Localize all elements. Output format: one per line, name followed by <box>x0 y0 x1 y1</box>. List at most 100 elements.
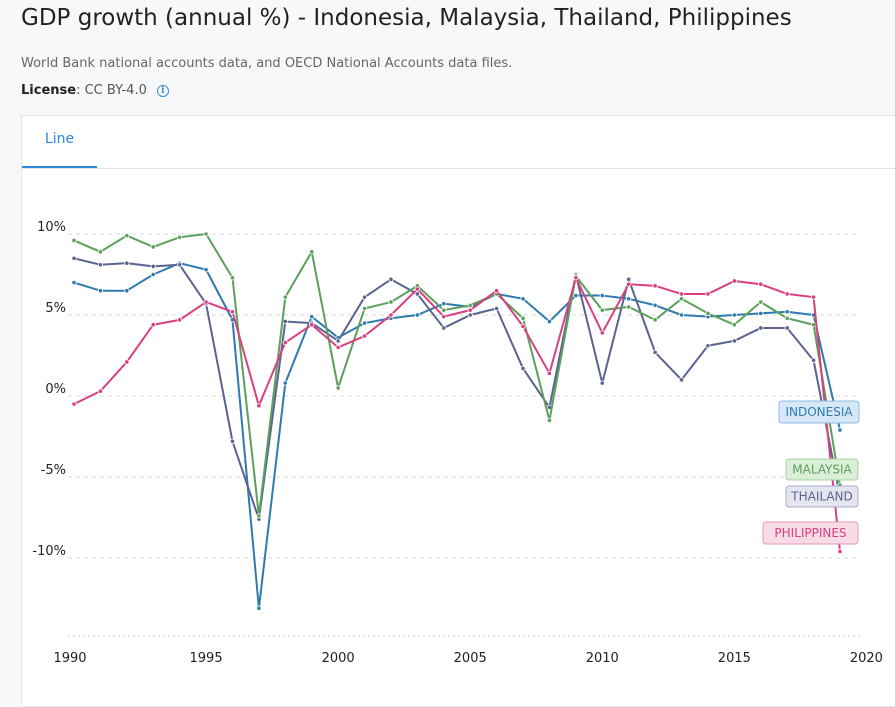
series-label-indonesia: INDONESIA <box>785 405 853 419</box>
data-point <box>203 231 209 237</box>
data-point <box>282 318 288 325</box>
data-point <box>758 310 764 316</box>
data-point <box>124 260 130 266</box>
license-label: License <box>21 83 77 98</box>
y-tick-label: -5% <box>41 463 66 478</box>
data-point <box>520 323 526 329</box>
page-title: GDP growth (annual %) - Indonesia, Malay… <box>21 5 792 31</box>
data-point <box>705 343 711 349</box>
data-point <box>810 357 817 363</box>
data-point <box>784 315 790 321</box>
x-tick-label: 1990 <box>53 651 86 666</box>
data-point <box>652 302 658 308</box>
data-point <box>256 403 262 409</box>
y-tick-label: 5% <box>45 301 66 316</box>
x-tick-label: 2020 <box>850 651 883 666</box>
series-label-box <box>762 521 859 545</box>
x-tick-label: 2000 <box>322 651 355 666</box>
data-point <box>124 359 130 365</box>
data-point <box>256 513 262 519</box>
series-label-malaysia: MALAYSIA <box>792 463 852 477</box>
data-point <box>626 276 632 282</box>
data-point <box>652 317 658 323</box>
data-point <box>573 292 579 299</box>
data-point <box>388 276 394 282</box>
license-value: : CC BY-4.0 <box>76 83 147 98</box>
chart-tabs: Line <box>22 116 895 169</box>
data-point <box>599 307 605 313</box>
data-point <box>731 278 737 284</box>
data-point <box>335 385 341 391</box>
series-label-thailand: THAILAND <box>790 490 853 504</box>
data-point <box>678 291 685 297</box>
data-point <box>652 283 658 289</box>
data-point <box>229 309 236 315</box>
data-point <box>282 294 288 300</box>
data-point <box>177 262 183 268</box>
info-icon[interactable]: i <box>156 84 169 97</box>
data-point <box>758 299 764 305</box>
x-tick-label: 2005 <box>454 651 487 666</box>
data-point <box>388 299 394 305</box>
data-point <box>150 244 156 250</box>
data-point <box>520 296 526 302</box>
data-point <box>309 322 315 328</box>
y-tick-label: 10% <box>37 220 66 235</box>
data-point <box>599 330 605 336</box>
data-point <box>414 286 420 292</box>
x-tick-label: 2015 <box>718 651 751 666</box>
data-point <box>256 605 262 611</box>
y-tick-label: -10% <box>32 544 66 559</box>
data-point <box>678 296 685 302</box>
data-point <box>520 315 526 321</box>
data-point <box>441 314 447 320</box>
data-point <box>388 312 394 318</box>
data-point <box>150 322 156 328</box>
data-point <box>652 349 658 355</box>
data-point <box>361 294 368 300</box>
data-point <box>335 338 341 344</box>
data-point <box>335 344 341 350</box>
line-chart: -10% -5% 0% 5% 10% 1990 1995 2000 2005 2010 2015 20… <box>32 220 883 666</box>
data-point <box>97 388 104 394</box>
data-point <box>678 312 685 318</box>
data-point <box>467 307 473 313</box>
data-point <box>494 288 500 294</box>
data-point <box>837 548 843 555</box>
series-line-philippines <box>73 276 841 552</box>
data-point <box>810 322 817 328</box>
data-point <box>546 417 553 423</box>
data-point <box>546 318 553 325</box>
series-line-malaysia <box>73 233 841 517</box>
data-point <box>414 291 420 297</box>
data-point <box>71 237 77 244</box>
data-point <box>467 312 473 318</box>
data-point <box>414 312 420 318</box>
data-point <box>97 249 104 255</box>
data-point <box>731 322 737 328</box>
data-point <box>150 271 156 278</box>
data-point <box>229 438 236 444</box>
data-point <box>784 325 790 331</box>
data-point <box>71 255 77 261</box>
data-point <box>467 302 473 308</box>
data-point <box>784 291 790 297</box>
data-point <box>150 263 156 269</box>
data-point <box>758 325 764 331</box>
data-point <box>97 262 104 268</box>
data-point <box>731 338 737 344</box>
tab-line[interactable]: Line <box>22 116 97 168</box>
data-point <box>520 365 526 372</box>
data-point <box>441 307 447 313</box>
x-tick-label: 1995 <box>190 651 223 666</box>
license-line: License : CC BY-4.0 i <box>21 83 169 98</box>
data-point <box>731 312 737 318</box>
data-point <box>705 310 711 316</box>
data-point <box>361 333 368 339</box>
data-point <box>361 305 368 312</box>
data-point <box>229 275 236 281</box>
data-point <box>546 370 553 376</box>
data-point <box>177 317 183 323</box>
data-point <box>599 380 605 386</box>
data-point <box>124 233 130 239</box>
